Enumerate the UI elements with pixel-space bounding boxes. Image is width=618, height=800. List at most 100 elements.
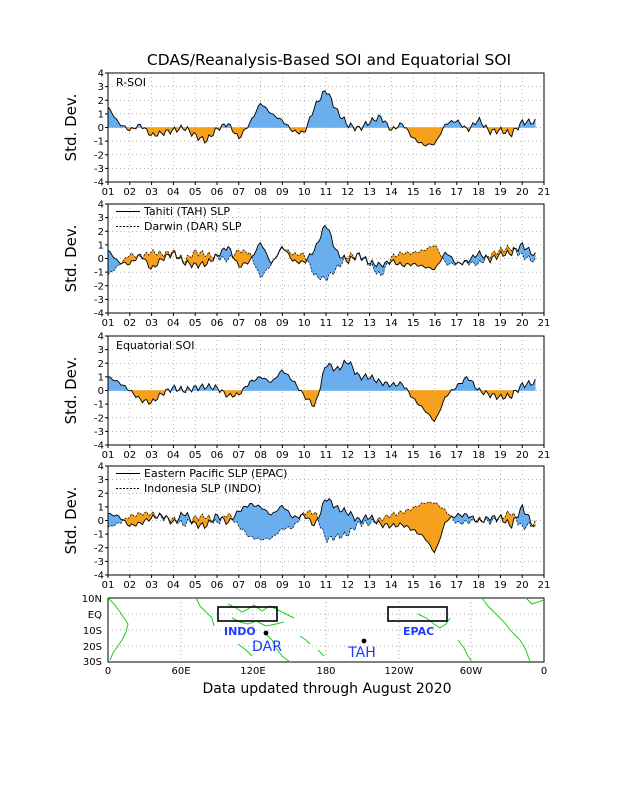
difference-segment <box>425 247 429 269</box>
area-segment <box>193 385 197 391</box>
area-segment <box>416 390 420 407</box>
difference-segment <box>242 249 246 264</box>
difference-segment <box>279 504 283 531</box>
difference-segment <box>421 249 424 268</box>
x-tick-label: 15 <box>407 450 420 461</box>
area-segment <box>148 127 152 136</box>
difference-segment <box>328 497 332 538</box>
difference-segment <box>326 228 330 281</box>
y-tick-label: -3 <box>94 295 104 306</box>
x-tick-label: 02 <box>123 318 136 329</box>
area-segment <box>283 372 287 391</box>
difference-segment <box>412 505 416 531</box>
x-tick-label: 01 <box>102 580 115 591</box>
difference-segment <box>416 505 420 535</box>
area-segment <box>335 365 339 391</box>
area-segment <box>427 127 431 145</box>
x-tick-label: 21 <box>538 187 551 198</box>
area-segment <box>343 359 347 391</box>
difference-segment <box>429 246 433 271</box>
area-segment <box>114 379 117 391</box>
x-tick-label: 16 <box>429 187 442 198</box>
difference-segment <box>419 502 422 535</box>
difference-segment <box>404 508 407 529</box>
difference-segment <box>322 499 326 537</box>
epac-region-box <box>387 606 448 622</box>
map-x-label: 60W <box>460 666 483 677</box>
y-tick-label: 0 <box>98 123 104 134</box>
area-segment <box>303 127 306 133</box>
map-y-label: 30S <box>83 657 102 668</box>
x-tick-label: 20 <box>516 450 529 461</box>
area-segment <box>257 102 261 128</box>
x-tick-label: 14 <box>385 318 398 329</box>
difference-segment <box>335 505 339 538</box>
series-line <box>107 359 536 423</box>
area-segment <box>419 127 422 144</box>
darwin-label: DAR <box>252 639 282 655</box>
y-tick-label: -2 <box>94 413 104 424</box>
x-tick-label: 03 <box>145 580 158 591</box>
x-tick-label: 02 <box>123 187 136 198</box>
y-tick-label: -1 <box>94 400 104 411</box>
y-tick-label: 4 <box>98 200 104 211</box>
y-tick-label: 1 <box>98 372 104 383</box>
difference-segment <box>238 250 242 268</box>
area-segment <box>268 381 272 391</box>
area-segment <box>277 117 281 128</box>
x-tick-label: 07 <box>232 318 245 329</box>
map-y-label: EQ <box>88 610 102 621</box>
area-segment <box>416 127 420 144</box>
area-segment <box>459 383 463 391</box>
area-segment <box>468 380 472 391</box>
area-segment <box>434 390 437 422</box>
area-segment <box>262 105 266 128</box>
difference-segment <box>464 513 467 522</box>
difference-segment <box>524 248 527 261</box>
legend-entry: Indonesia SLP (INDO) <box>144 482 261 495</box>
x-tick-label: 10 <box>298 318 311 329</box>
map-y-labels: 10N EQ 10S 20S 30S <box>82 594 102 668</box>
area-segment <box>326 93 330 128</box>
area-segment <box>279 369 283 391</box>
difference-segment <box>193 249 197 264</box>
x-tick-label: 17 <box>450 580 463 591</box>
area-segment <box>346 362 349 391</box>
difference-segment <box>446 253 450 266</box>
difference-segment <box>429 501 433 550</box>
area-segment <box>307 390 311 400</box>
y-tick-label: -2 <box>94 543 104 554</box>
x-tick-label: 03 <box>145 318 158 329</box>
area-segment <box>429 390 433 420</box>
x-tick-label: 04 <box>167 580 180 591</box>
difference-segment <box>257 504 261 541</box>
area-segment <box>333 368 336 391</box>
tahiti-label: TAH <box>347 645 376 661</box>
map-y-label: 10N <box>82 594 102 605</box>
area-segment <box>431 127 435 146</box>
area-segment <box>245 386 248 391</box>
series-line-solid <box>107 498 536 554</box>
y-tick-label: -3 <box>94 427 104 438</box>
x-tick-label: 14 <box>385 580 398 591</box>
x-tick-label: 14 <box>385 450 398 461</box>
x-tick-label: 03 <box>145 450 158 461</box>
area-segment <box>378 114 381 128</box>
area-segment <box>270 113 274 128</box>
area-segment <box>273 377 276 391</box>
y-tick-label: -2 <box>94 281 104 292</box>
difference-segment <box>412 250 416 265</box>
difference-segment <box>281 504 285 531</box>
x-tick-label: 14 <box>385 187 398 198</box>
x-tick-label: 19 <box>494 318 507 329</box>
area-segment <box>335 107 339 128</box>
tahiti-station-dot <box>361 638 367 644</box>
x-tick-label: 13 <box>363 450 376 461</box>
x-tick-label: 13 <box>363 187 376 198</box>
x-tick-label: 01 <box>102 187 115 198</box>
